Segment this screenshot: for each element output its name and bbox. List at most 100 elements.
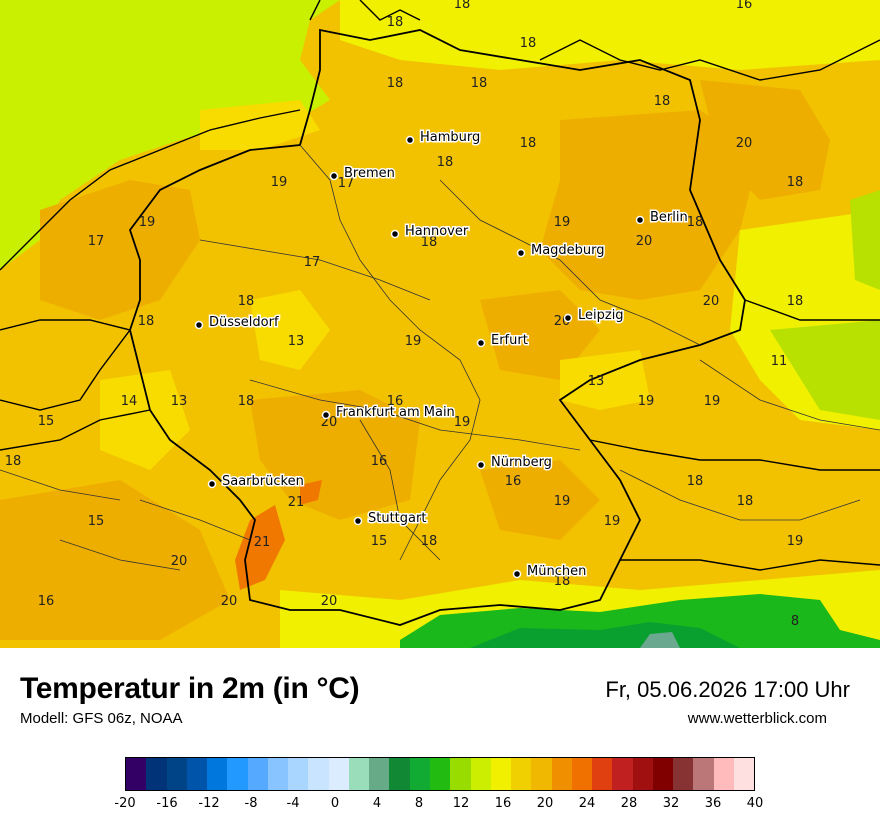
- temperature-value: 20: [321, 594, 338, 609]
- city-label: Hamburg: [420, 130, 480, 145]
- scale-swatch: [429, 758, 451, 790]
- temperature-value: 19: [405, 334, 422, 349]
- city-label-halo: Berlin: [650, 210, 688, 225]
- city-label-halo: Leipzig: [578, 308, 624, 323]
- model-info: Modell: GFS 06z, NOAA: [20, 710, 183, 727]
- scale-tick-label: -20: [114, 796, 136, 811]
- city-dot: [329, 171, 339, 181]
- yellow-area: [340, 0, 880, 70]
- city-label-halo: Magdeburg: [531, 243, 605, 258]
- city-label: Berlin: [650, 210, 688, 225]
- temperature-value: 19: [787, 534, 804, 549]
- scale-swatch: [328, 758, 349, 790]
- city-dot: [476, 338, 486, 348]
- city-label-halo: München: [527, 564, 586, 579]
- lightgreen-area: [850, 190, 880, 290]
- scale-tick-label: 16: [494, 796, 512, 811]
- scale-tick-label: 0: [330, 796, 340, 811]
- lightgreen-area: [770, 320, 880, 420]
- temperature-value: 18: [687, 474, 704, 489]
- scale-tick-label: 28: [620, 796, 638, 811]
- scale-swatch: [389, 758, 410, 790]
- city-label: Frankfurt am Main: [336, 405, 455, 420]
- forecast-datetime: Fr, 05.06.2026 17:00 Uhr: [605, 677, 850, 702]
- city-label-halo: Frankfurt am Main: [336, 405, 455, 420]
- warm-patch: [700, 80, 830, 200]
- temperature-value: 18: [454, 0, 471, 12]
- city-label-halo: Hamburg: [420, 130, 480, 145]
- temperature-value: 18: [687, 215, 704, 230]
- city-dot: [321, 410, 331, 420]
- scale-tick-label: 12: [452, 796, 470, 811]
- scale-swatch: [470, 758, 491, 790]
- city-label: Bremen: [344, 166, 395, 181]
- warm-patch: [0, 480, 230, 640]
- temperature-value: 18: [471, 76, 488, 91]
- city-dot: [194, 320, 204, 330]
- cool-patch: [100, 370, 190, 470]
- scale-swatch: [713, 758, 734, 790]
- temperature-value: 18: [421, 534, 438, 549]
- temperature-value: 16: [505, 474, 522, 489]
- temperature-value: 19: [638, 394, 655, 409]
- city-dot: [635, 215, 645, 225]
- temperature-value: 21: [254, 535, 271, 550]
- germany-border: [128, 28, 746, 626]
- warm-patch: [480, 460, 600, 540]
- scale-swatch: [247, 758, 268, 790]
- color-scale: [125, 757, 755, 791]
- scale-tick-label: 32: [662, 796, 680, 811]
- alps-grey: [640, 632, 680, 648]
- temperature-value: 18: [421, 235, 438, 250]
- scale-tick-label: 36: [704, 796, 722, 811]
- website-link[interactable]: www.wetterblick.com: [687, 710, 827, 727]
- scale-swatch: [551, 758, 572, 790]
- scale-swatch: [227, 758, 248, 790]
- temperature-value: 19: [704, 394, 721, 409]
- scale-tick-label: 20: [536, 796, 554, 811]
- temperature-value: 18: [787, 175, 804, 190]
- temperature-value: 20: [703, 294, 720, 309]
- coastline: [0, 0, 880, 271]
- scale-swatch: [348, 758, 370, 790]
- scale-swatch: [632, 758, 653, 790]
- temperature-value: 18: [5, 454, 22, 469]
- warm-patch: [540, 110, 760, 300]
- city-dot: [207, 479, 217, 489]
- scale-swatch: [186, 758, 208, 790]
- temperature-value: 18: [387, 76, 404, 91]
- temperature-value: 18: [238, 294, 255, 309]
- scale-swatch: [733, 758, 755, 790]
- scale-swatch: [166, 758, 187, 790]
- temperature-value: 19: [604, 514, 621, 529]
- scale-tick-label: 24: [578, 796, 596, 811]
- temperature-value: 19: [554, 215, 571, 230]
- scale-swatch: [612, 758, 633, 790]
- temperature-value: 20: [171, 554, 188, 569]
- scale-tick-label: -8: [244, 796, 258, 811]
- temperature-value: 14: [121, 394, 138, 409]
- city-label: Düsseldorf: [209, 315, 279, 330]
- city-dot: [476, 460, 486, 470]
- temperature-value: 20: [221, 594, 238, 609]
- temperature-value: 16: [371, 454, 388, 469]
- city-dot: [563, 313, 573, 323]
- city-dot: [516, 248, 526, 258]
- cool-patch: [250, 290, 330, 370]
- scale-swatch: [490, 758, 512, 790]
- temperature-value: 20: [636, 234, 653, 249]
- scale-swatch: [288, 758, 309, 790]
- temperature-value: 15: [371, 534, 388, 549]
- temperature-value: 17: [88, 234, 105, 249]
- temperature-value: 18: [654, 94, 671, 109]
- scale-swatch: [592, 758, 613, 790]
- temperature-value: 18: [138, 314, 155, 329]
- temperature-value: 19: [271, 175, 288, 190]
